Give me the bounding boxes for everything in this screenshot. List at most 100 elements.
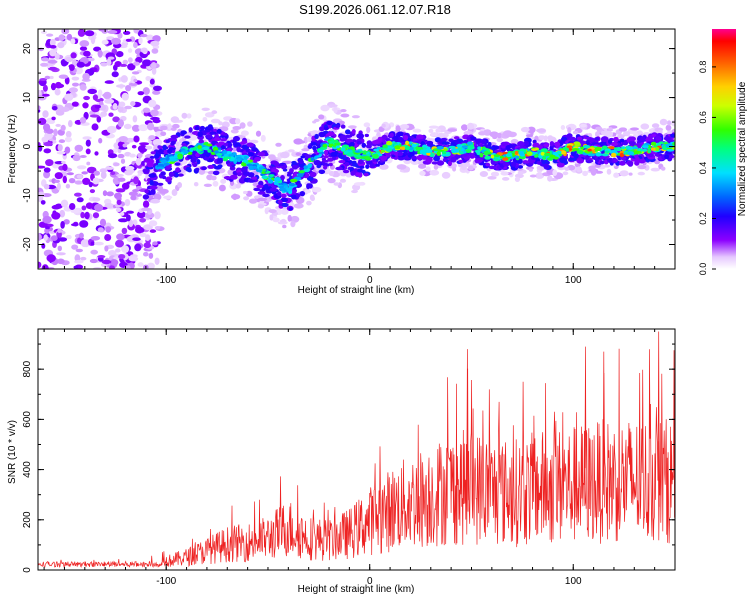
- heatmap-cell: [542, 155, 547, 161]
- heatmap-cell: [314, 155, 318, 160]
- heatmap-cell: [126, 210, 134, 214]
- heatmap-cell: [169, 158, 177, 162]
- heatmap-cell: [226, 147, 233, 153]
- heatmap-cell: [618, 127, 628, 132]
- heatmap-cell: [118, 254, 126, 260]
- heatmap-cell: [664, 154, 669, 160]
- heatmap-cell: [352, 160, 357, 165]
- heatmap-cell: [66, 172, 74, 176]
- heatmap-cell: [56, 151, 66, 155]
- heatmap-cell: [139, 218, 147, 223]
- heatmap-cell: [106, 58, 112, 66]
- heatmap-cell: [448, 145, 456, 149]
- heatmap-cell: [357, 171, 363, 178]
- heatmap-cell: [443, 148, 448, 152]
- heatmap-cell: [84, 30, 95, 37]
- heatmap-cell: [112, 103, 118, 110]
- heatmap-cell: [59, 209, 66, 218]
- heatmap-cell: [133, 176, 139, 185]
- heatmap-cell: [165, 177, 172, 183]
- heatmap-cell: [77, 29, 86, 37]
- heatmap-cell: [38, 105, 41, 110]
- heatmap-cell: [193, 182, 199, 187]
- heatmap-cell: [670, 119, 675, 127]
- heatmap-cell: [456, 144, 463, 148]
- heatmap-cell: [105, 226, 112, 233]
- heatmap-cell: [502, 177, 510, 181]
- heatmap-cell: [428, 128, 434, 133]
- heatmap-cell: [100, 111, 108, 117]
- heatmap-cell: [298, 170, 305, 174]
- heatmap-cell: [83, 50, 91, 57]
- heatmap-cell: [65, 234, 72, 240]
- heatmap-cell: [665, 136, 672, 142]
- heatmap-cell: [101, 259, 112, 265]
- snr-panel: -100 0 100 0 200 400 600 800 Height of straigh…: [7, 328, 676, 595]
- heatmap-cell: [291, 160, 297, 165]
- heatmap-cell: [356, 133, 365, 139]
- heatmap-cell: [115, 188, 126, 193]
- heatmap-cell: [552, 169, 558, 176]
- heatmap-cell: [42, 110, 49, 118]
- heatmap-cell: [117, 153, 125, 159]
- heatmap-cell: [64, 56, 73, 63]
- heatmap-cell: [467, 165, 474, 171]
- heatmap-cell: [149, 155, 155, 159]
- colorbar-ticks: 0.0 0.2 0.4 0.6 0.8: [698, 61, 716, 275]
- heatmap-cell: [129, 153, 136, 158]
- heatmap-cell: [74, 66, 83, 75]
- heatmap-cell: [247, 178, 256, 183]
- heatmap-cell: [312, 145, 317, 151]
- heatmap-cell: [642, 148, 648, 152]
- heatmap-cell: [567, 127, 572, 134]
- heatmap-cell: [136, 211, 146, 219]
- heatmap-cell: [628, 146, 633, 150]
- heatmap-cell: [68, 120, 73, 128]
- heatmap-cell: [113, 162, 120, 167]
- heatmap-cell: [42, 215, 52, 224]
- heatmap-cell: [607, 139, 613, 144]
- heatmap-cell: [102, 93, 111, 98]
- colorbar-gradient: [712, 29, 736, 269]
- heatmap-cell: [125, 165, 135, 171]
- heatmap-cell: [358, 159, 364, 165]
- heatmap-cell: [365, 164, 370, 170]
- heatmap-cell: [595, 152, 602, 157]
- snr-series-line: [38, 331, 675, 568]
- heatmap-cell: [135, 56, 143, 64]
- heatmap-cell: [665, 124, 672, 131]
- heatmap-cell: [44, 132, 54, 140]
- heatmap-cell: [600, 160, 605, 165]
- heatmap-cell: [121, 227, 128, 235]
- heatmap-cell: [656, 142, 661, 146]
- heatmap-cell: [280, 193, 287, 198]
- heatmap-cell: [45, 226, 50, 230]
- heatmap-cell: [320, 104, 330, 112]
- heatmap-cell: [38, 195, 44, 203]
- heatmap-cell: [132, 189, 140, 193]
- heatmap-cell: [97, 89, 103, 97]
- heatmap-cell: [131, 71, 140, 75]
- heatmap-cell: [47, 59, 58, 64]
- heatmap-cell: [138, 37, 143, 45]
- heatmap-cell: [441, 171, 451, 179]
- heatmap-cell: [273, 161, 280, 167]
- heatmap-cell: [268, 209, 277, 214]
- heatmap-cell: [628, 140, 636, 146]
- heatmap-cell: [186, 113, 192, 119]
- heatmap-cell: [357, 168, 363, 173]
- heatmap-cell: [136, 185, 142, 190]
- heatmap-cell: [333, 106, 338, 114]
- heatmap-cell: [288, 207, 293, 211]
- heatmap-cell: [232, 126, 242, 130]
- heatmap-cell: [201, 166, 207, 171]
- heatmap-cell: [291, 194, 297, 200]
- heatmap-cell: [128, 82, 138, 86]
- heatmap-cell: [89, 114, 100, 118]
- heatmap-cell: [55, 81, 62, 89]
- heatmap-cell: [301, 148, 310, 152]
- heatmap-cell: [267, 179, 274, 184]
- heatmap-cell: [89, 189, 95, 194]
- heatmap-cell: [536, 128, 546, 133]
- heatmap-cell: [328, 140, 334, 144]
